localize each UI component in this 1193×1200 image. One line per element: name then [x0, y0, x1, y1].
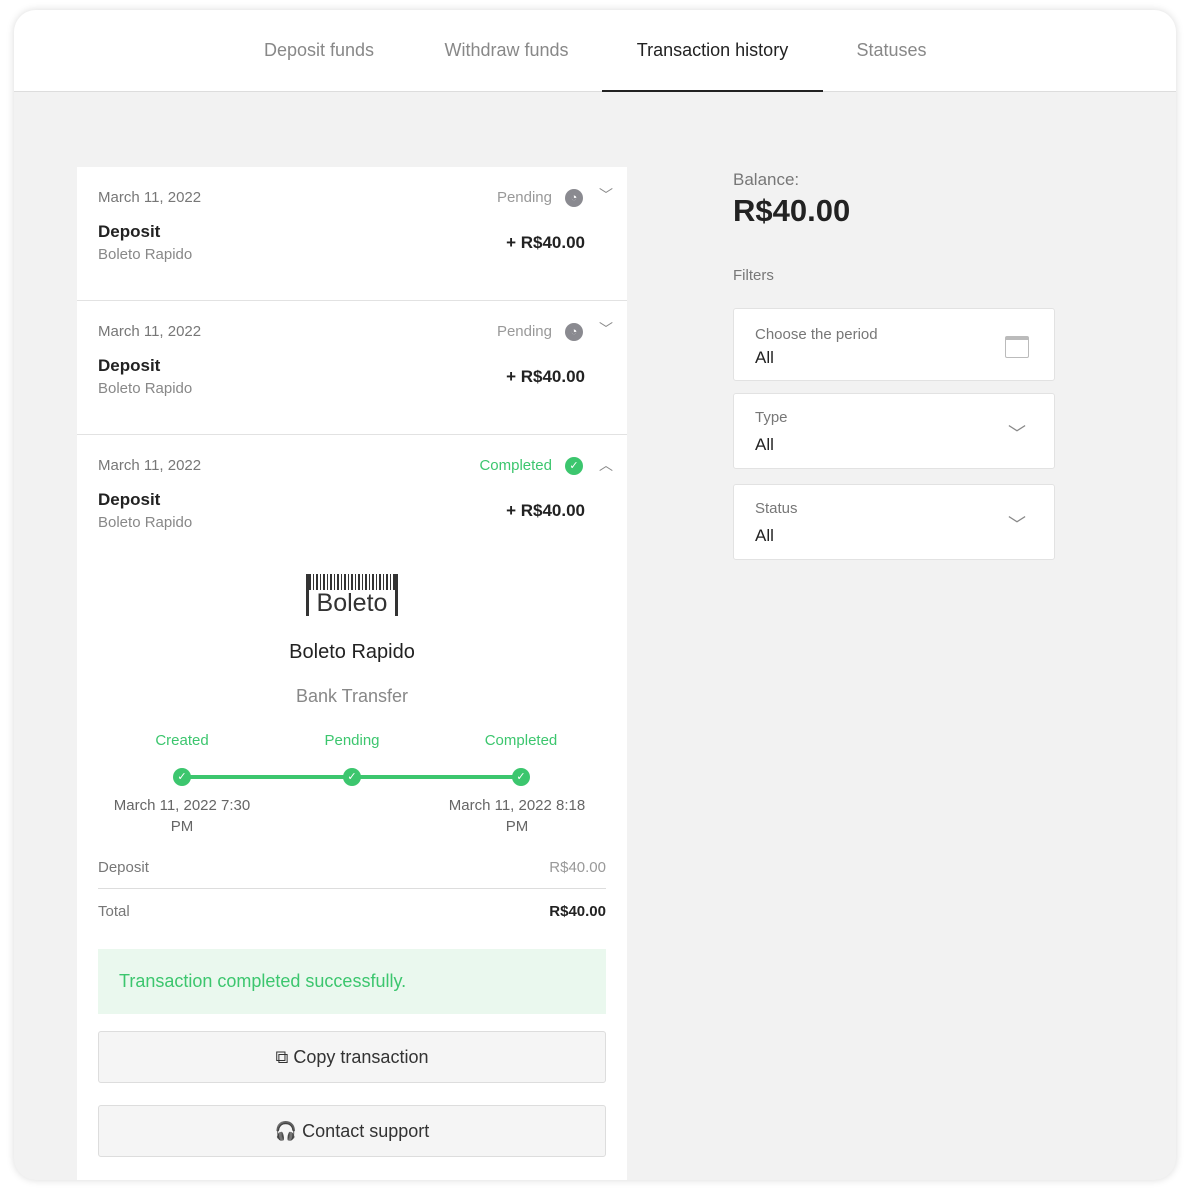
support-label: Contact support [302, 1121, 430, 1141]
check-circle-icon: ✓ [343, 768, 361, 786]
chevron-down-icon[interactable]: ﹀ [599, 187, 613, 203]
copy-transaction-button[interactable]: ⧉ Copy transaction [98, 1031, 606, 1083]
clock-icon: ◔ [565, 323, 583, 341]
filter-value: All [755, 435, 774, 454]
copy-icon: ⧉ [275, 1047, 294, 1067]
transaction-date: March 11, 2022 [98, 189, 202, 206]
type-filter[interactable]: Type All ﹀ [733, 393, 1055, 469]
balance-label: Balance: [733, 170, 800, 189]
tab-deposit-funds[interactable]: Deposit funds [263, 40, 375, 60]
check-circle-icon: ✓ [512, 768, 530, 786]
transaction-item-expanded: March 11, 2022 Completed ✓ ︿ Deposit Bol… [77, 435, 627, 1180]
period-filter[interactable]: Choose the period All [733, 308, 1055, 381]
boleto-logo: Boleto [306, 574, 398, 616]
transaction-method: Boleto Rapido [98, 380, 193, 397]
transaction-list: March 11, 2022 Pending ◔ ﹀ Deposit Bolet… [77, 167, 627, 1180]
filter-value: All [755, 348, 774, 367]
window: Deposit funds Withdraw funds Transaction… [14, 10, 1176, 1180]
chevron-down-icon: ﹀ [1008, 424, 1026, 444]
contact-support-button[interactable]: 🎧 Contact support [98, 1105, 606, 1157]
transaction-method: Boleto Rapido [98, 246, 193, 263]
step-label: Pending [324, 732, 380, 749]
status-label: Completed [479, 457, 552, 474]
deposit-value: R$40.00 [549, 859, 606, 876]
status-filter[interactable]: Status All ﹀ [733, 484, 1055, 560]
tab-withdraw-funds[interactable]: Withdraw funds [444, 40, 569, 60]
transaction-amount: + R$40.00 [506, 233, 585, 252]
transaction-item[interactable]: March 11, 2022 Pending ◔ ﹀ Deposit Bolet… [77, 167, 627, 301]
divider [98, 888, 606, 889]
tab-transaction-history[interactable]: Transaction history [602, 10, 823, 92]
method-name: Boleto Rapido [289, 641, 415, 663]
transaction-amount: + R$40.00 [506, 501, 585, 520]
status-label: Pending [496, 323, 552, 340]
check-circle-icon: ✓ [173, 768, 191, 786]
step-time: March 11, 2022 8:18 PM [448, 797, 586, 835]
status-label: Pending [496, 189, 552, 206]
success-message: Transaction completed successfully. [98, 949, 606, 1014]
deposit-label: Deposit [98, 859, 149, 876]
transaction-type: Deposit [98, 222, 161, 241]
check-circle-icon: ✓ [565, 457, 583, 475]
chevron-down-icon[interactable]: ﹀ [599, 321, 613, 337]
method-subtitle: Bank Transfer [295, 686, 409, 706]
calendar-icon [1005, 336, 1029, 358]
step-time: March 11, 2022 7:30 PM [113, 797, 251, 835]
filter-label: Status [755, 500, 798, 517]
transaction-type: Deposit [98, 490, 161, 509]
total-value: R$40.00 [549, 903, 606, 920]
tab-statuses[interactable]: Statuses [856, 40, 927, 60]
tab-bar: Deposit funds Withdraw funds Transaction… [14, 10, 1176, 92]
transaction-type: Deposit [98, 356, 161, 375]
copy-label: Copy transaction [293, 1047, 429, 1067]
step-label: Completed [484, 732, 558, 749]
filter-label: Choose the period [755, 326, 878, 343]
chevron-up-icon[interactable]: ︿ [599, 457, 613, 473]
transaction-date: March 11, 2022 [98, 323, 202, 340]
clock-icon: ◔ [565, 189, 583, 207]
transaction-item[interactable]: March 11, 2022 Pending ◔ ﹀ Deposit Bolet… [77, 301, 627, 435]
balance-value: R$40.00 [733, 193, 851, 228]
chevron-down-icon: ﹀ [1008, 515, 1026, 535]
filters-title: Filters [733, 267, 774, 284]
total-label: Total [98, 903, 130, 920]
transaction-date: March 11, 2022 [98, 457, 202, 474]
headset-icon: 🎧 [274, 1121, 303, 1141]
transaction-method: Boleto Rapido [98, 514, 193, 531]
filter-value: All [755, 526, 774, 545]
step-label: Created [155, 732, 209, 749]
transaction-amount: + R$40.00 [506, 367, 585, 386]
filter-label: Type [755, 409, 788, 426]
